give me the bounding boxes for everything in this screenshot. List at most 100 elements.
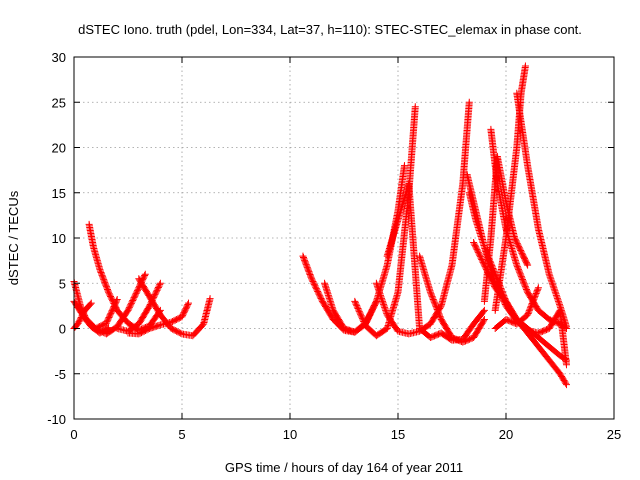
data-point <box>524 309 532 317</box>
data-point <box>546 273 554 281</box>
data-point <box>351 299 359 307</box>
data-point <box>517 273 525 281</box>
data-point <box>377 291 385 299</box>
data-point <box>429 295 437 303</box>
data-point <box>515 267 523 275</box>
data-point <box>513 263 521 271</box>
data-point <box>435 311 443 319</box>
data-point <box>553 293 561 301</box>
data-point <box>434 307 442 315</box>
data-point <box>520 278 528 286</box>
x-tick-label: 25 <box>607 427 621 442</box>
data-point <box>435 310 443 318</box>
data-point <box>360 319 368 327</box>
data-point <box>381 303 389 311</box>
data-point <box>555 300 563 308</box>
grid <box>74 57 614 419</box>
data-series-arc <box>491 62 529 314</box>
y-tick-label: 20 <box>52 141 66 156</box>
data-point <box>184 299 192 307</box>
data-point <box>400 162 408 170</box>
data-point <box>480 317 488 325</box>
y-tick-label: 0 <box>59 322 66 337</box>
data-point <box>356 309 364 317</box>
data-point <box>523 260 531 268</box>
data-point <box>428 293 436 301</box>
data-point <box>520 280 528 288</box>
data-point <box>522 285 530 293</box>
data-point <box>551 288 559 296</box>
data-point <box>432 303 440 311</box>
x-tick-label: 10 <box>283 427 297 442</box>
data-point <box>426 288 434 296</box>
data-point <box>184 301 192 309</box>
data-point <box>479 308 487 316</box>
data-point <box>357 310 365 318</box>
data-point <box>546 272 554 280</box>
data-point <box>550 284 558 292</box>
data-point <box>429 294 437 302</box>
data-series-arc <box>321 162 408 336</box>
chart-title: dSTEC Iono. truth (pdel, Lon=334, Lat=37… <box>78 22 582 37</box>
data-point <box>547 275 555 283</box>
data-point <box>372 299 380 307</box>
data-point <box>531 292 539 300</box>
data-point <box>353 302 361 310</box>
data-point <box>513 261 521 269</box>
data-point <box>524 311 532 319</box>
data-point <box>431 300 439 308</box>
data-point <box>430 298 438 306</box>
y-tick-label: -10 <box>47 412 66 427</box>
data-point <box>465 98 473 106</box>
data-point <box>562 323 570 331</box>
data-point <box>532 291 540 299</box>
data-point <box>547 276 555 284</box>
data-point <box>355 306 363 314</box>
data-point <box>432 301 440 309</box>
data-point <box>480 315 488 323</box>
y-tick-label: 5 <box>59 276 66 291</box>
x-tick-label: 20 <box>499 427 513 442</box>
data-point <box>526 304 534 312</box>
data-point <box>358 315 366 323</box>
data-series-arc <box>124 299 192 338</box>
data-point <box>382 306 390 314</box>
data-series-arc <box>491 284 542 332</box>
data-point <box>500 292 508 300</box>
data-point <box>549 282 557 290</box>
data-point <box>141 270 149 278</box>
data-point <box>374 284 382 292</box>
data-point <box>549 281 557 289</box>
data-point <box>489 266 497 274</box>
data-point <box>357 312 365 320</box>
data-point <box>525 308 533 316</box>
data-point <box>86 300 94 308</box>
data-point <box>551 287 559 295</box>
data-point <box>522 284 530 292</box>
data-point <box>521 283 529 291</box>
data-point <box>533 287 541 295</box>
data-point <box>532 289 540 297</box>
data-point <box>141 272 149 280</box>
data-point <box>521 281 529 289</box>
data-point <box>528 299 536 307</box>
data-point <box>488 262 496 270</box>
data-point <box>382 308 390 316</box>
data-point <box>434 308 442 316</box>
data-point <box>516 268 524 276</box>
data-point <box>552 291 560 299</box>
data-point <box>482 246 490 254</box>
data-point <box>480 306 488 314</box>
data-point <box>524 261 532 269</box>
data-point <box>351 297 359 305</box>
data-point <box>433 305 441 313</box>
data-series-arc <box>416 252 488 346</box>
data-point <box>562 381 570 389</box>
data-point <box>518 275 526 283</box>
y-tick-label: 30 <box>52 50 66 65</box>
data-point <box>533 288 541 296</box>
y-tick-label: 10 <box>52 231 66 246</box>
data-point <box>374 285 382 293</box>
data-point <box>379 297 387 305</box>
data-series-arc <box>383 180 488 344</box>
